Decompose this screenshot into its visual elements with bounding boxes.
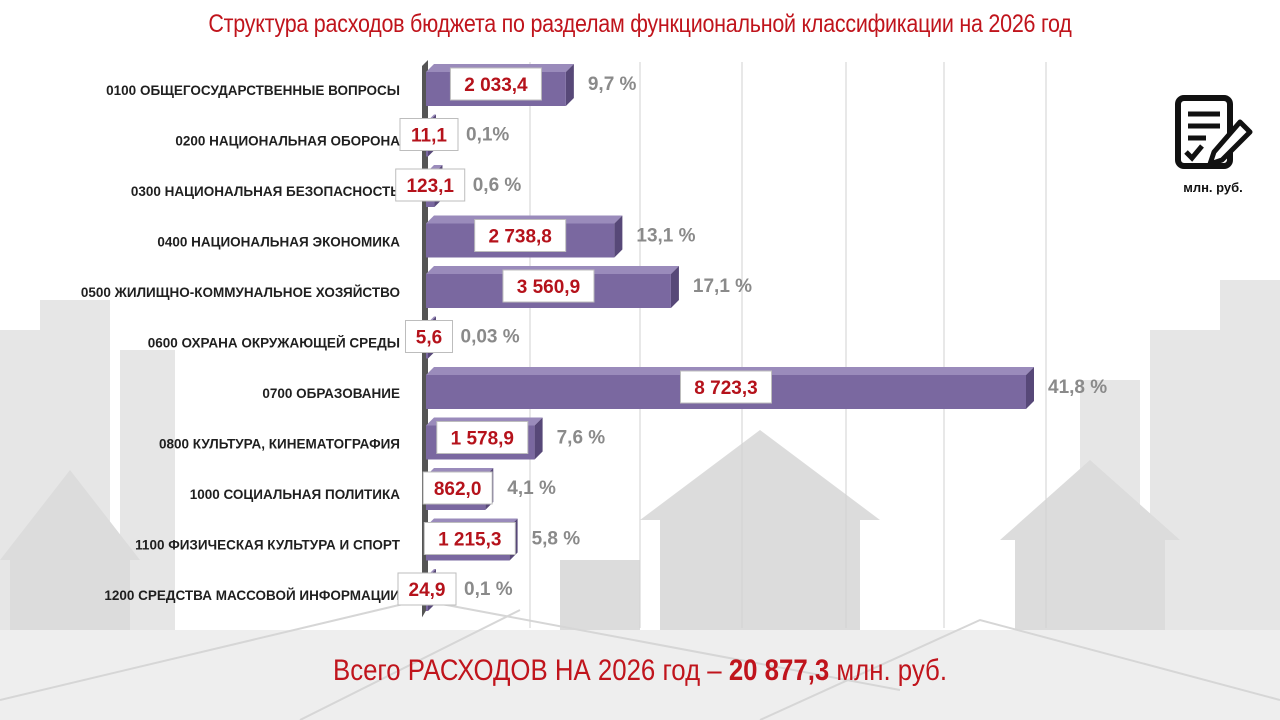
bar-row: 0200 НАЦИОНАЛЬНАЯ ОБОРОНА 11,1 0,1% [175, 114, 509, 157]
category-label: 1100 ФИЗИЧЕСКАЯ КУЛЬТУРА И СПОРТ [135, 538, 401, 553]
value-label: 1 215,3 [438, 530, 501, 551]
value-label-box [449, 67, 542, 101]
percent-label: 41,8 % [1048, 377, 1107, 398]
percent-label: 0,1% [466, 125, 509, 146]
value-label: 11,1 [411, 126, 447, 147]
category-label: 0600 ОХРАНА ОКРУЖАЮЩЕЙ СРЕДЫ [148, 336, 400, 351]
bar-row: 0800 КУЛЬТУРА, КИНЕМАТОГРАФИЯ 1 578,9 7,6 … [159, 417, 606, 460]
bar-row: 0400 НАЦИОНАЛЬНАЯ ЭКОНОМИКА 2 738,8 13,1 % [157, 215, 696, 258]
percent-label: 4,1 % [507, 478, 556, 499]
bar-row: 0100 ОБЩЕГОСУДАРСТВЕННЫЕ ВОПРОСЫ 2 033,4 9… [106, 64, 637, 106]
percent-label: 0,6 % [473, 175, 522, 196]
percent-label: 0,1 % [464, 579, 513, 600]
unit-label: млн. руб. [1183, 180, 1243, 195]
bar-row: 1200 СРЕДСТВА МАССОВОЙ ИНФОРМАЦИИ 24,9 0,1… [104, 569, 513, 611]
category-label: 0700 ОБРАЗОВАНИЕ [262, 386, 400, 401]
bar-side [565, 64, 574, 106]
bar-row: 1000 СОЦИАЛЬНАЯ ПОЛИТИКА 862,0 4,1 % [190, 468, 556, 510]
grid-lines [529, 62, 1047, 628]
bar-side [534, 417, 543, 460]
bar-row: 0300 НАЦИОНАЛЬНАЯ БЕЗОПАСНОСТЬ 123,1 0,6 % [131, 165, 522, 207]
value-label-box [397, 572, 457, 606]
bar-row: 0600 ОХРАНА ОКРУЖАЮЩЕЙ СРЕДЫ 5,6 0,03 % [148, 316, 520, 359]
category-label: 0400 НАЦИОНАЛЬНАЯ ЭКОНОМИКА [157, 235, 400, 250]
value-label: 5,6 [416, 328, 442, 349]
total-prefix: Всего РАСХОДОВ НА 2026 год – [332, 654, 722, 687]
bar-side [614, 215, 623, 258]
percent-label: 13,1 % [636, 226, 695, 247]
value-label: 123,1 [406, 176, 454, 197]
chart-title: Структура расходов бюджета по разделам ф… [208, 10, 1072, 38]
total-value: 20 877,3 [728, 654, 830, 687]
category-label: 0500 ЖИЛИЩНО-КОММУНАЛЬНОЕ ХОЗЯЙСТВО [81, 285, 400, 300]
value-label: 2 738,8 [488, 227, 551, 248]
value-label: 2 033,4 [464, 75, 528, 96]
value-label: 8 723,3 [694, 378, 757, 399]
percent-label: 9,7 % [588, 74, 637, 95]
value-label: 3 560,9 [517, 277, 580, 298]
bar-row: 0500 ЖИЛИЩНО-КОММУНАЛЬНОЕ ХОЗЯЙСТВО 3 560… [81, 266, 752, 308]
percent-label: 5,8 % [532, 529, 581, 550]
category-label: 0800 КУЛЬТУРА, КИНЕМАТОГРАФИЯ [159, 437, 400, 452]
value-label-box [395, 168, 466, 202]
category-label: 1000 СОЦИАЛЬНАЯ ПОЛИТИКА [190, 487, 401, 502]
value-label-box [423, 522, 516, 555]
value-label: 24,9 [409, 580, 446, 601]
bar-side [670, 266, 679, 308]
value-label-box [474, 219, 567, 252]
category-label: 0300 НАЦИОНАЛЬНАЯ БЕЗОПАСНОСТЬ [131, 184, 400, 199]
document-pen-icon [1175, 95, 1253, 169]
category-label: 1200 СРЕДСТВА МАССОВОЙ ИНФОРМАЦИИ [104, 588, 400, 603]
value-label: 1 578,9 [451, 429, 514, 450]
bar-row: 1100 ФИЗИЧЕСКАЯ КУЛЬТУРА И СПОРТ 1 215,3 5… [135, 518, 581, 561]
percent-label: 7,6 % [557, 428, 606, 449]
value-label-box [502, 269, 595, 303]
value-label: 862,0 [434, 479, 482, 500]
bar-row: 0700 ОБРАЗОВАНИЕ 8 723,3 41,8 % [262, 367, 1107, 409]
category-label: 0200 НАЦИОНАЛЬНАЯ ОБОРОНА [175, 134, 400, 149]
percent-label: 17,1 % [693, 276, 752, 297]
value-label-box [680, 370, 772, 404]
bar-side [1026, 367, 1034, 409]
category-label: 0100 ОБЩЕГОСУДАРСТВЕННЫЕ ВОПРОСЫ [106, 83, 400, 98]
value-label-box [399, 118, 459, 151]
total-suffix: млн. руб. [836, 654, 948, 687]
value-label-box [436, 421, 529, 454]
percent-label: 0,03 % [461, 327, 520, 348]
value-label-box [422, 471, 493, 505]
total-expenses: Всего РАСХОДОВ НА 2026 год – 20 877,3 мл… [90, 654, 1191, 688]
value-label-box [405, 320, 453, 353]
